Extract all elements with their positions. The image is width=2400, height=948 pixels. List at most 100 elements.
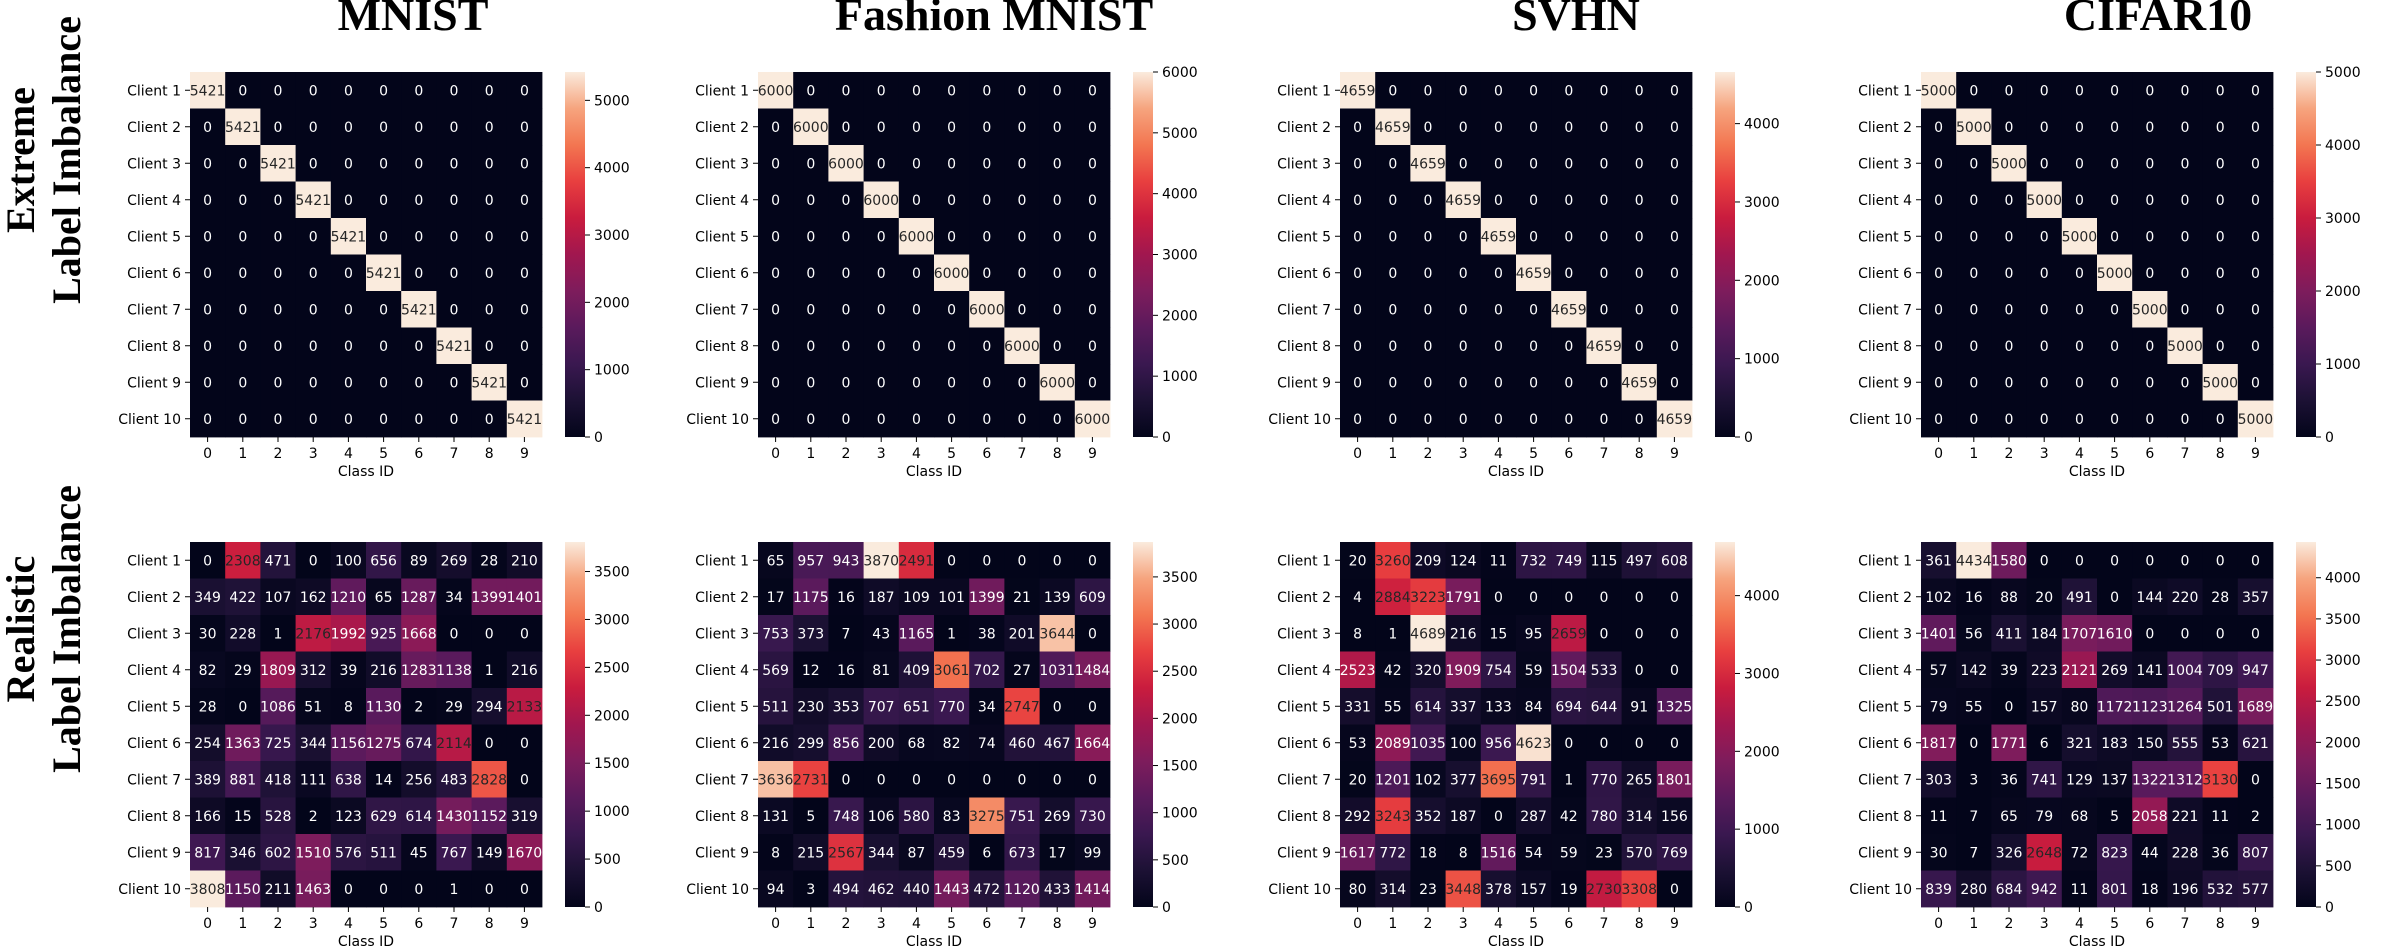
cell-value-label: 17 — [767, 590, 785, 606]
x-tick-label: 9 — [1088, 916, 1097, 932]
heatmap-cell — [1039, 145, 1076, 182]
y-tick-label: Client 1 — [127, 553, 181, 569]
heatmap-cell — [2097, 761, 2133, 798]
cell-value-label: 467 — [1044, 736, 1071, 752]
cell-value-label: 0 — [2251, 229, 2260, 245]
heatmap-cell — [1039, 218, 1076, 255]
heatmap-cell — [1551, 218, 1587, 255]
y-tick-label: Client 5 — [127, 699, 181, 715]
heatmap-cell — [2167, 327, 2203, 365]
heatmap-cell — [1375, 834, 1411, 871]
cell-value-label: 0 — [1600, 120, 1609, 136]
heatmap-cell — [1516, 400, 1552, 438]
cell-value-label: 4659 — [1410, 156, 1446, 172]
heatmap-cell — [366, 327, 402, 365]
cell-value-label: 0 — [1934, 266, 1943, 282]
heatmap-cell — [863, 688, 900, 725]
row-title-extreme-line2: Label Imbalance — [44, 16, 89, 304]
y-tick-label: Client 6 — [695, 266, 749, 282]
heatmap-cell — [969, 218, 1005, 255]
colorbar-tick-label: 5000 — [2325, 65, 2361, 81]
x-tick-label: 0 — [1934, 916, 1943, 932]
heatmap-cell — [1586, 181, 1622, 219]
heatmap-cell — [260, 291, 296, 328]
cell-value-label: 0 — [238, 699, 247, 715]
cell-value-label: 0 — [520, 193, 529, 209]
cell-value-label: 0 — [1969, 302, 1978, 318]
heatmap-cell — [758, 870, 794, 908]
heatmap-cell — [1039, 327, 1076, 365]
cell-value-label: 0 — [1670, 339, 1679, 355]
heatmap-cell — [2097, 254, 2133, 292]
cell-value-label: 0 — [1388, 266, 1397, 282]
heatmap-cell — [506, 870, 543, 908]
cell-value-label: 0 — [2005, 699, 2014, 715]
heatmap-cell — [1074, 400, 1111, 438]
heatmap-cell — [1410, 688, 1446, 725]
heatmap-cell — [1445, 291, 1482, 328]
heatmap-cell — [190, 542, 226, 579]
heatmap-cell — [1956, 327, 1992, 365]
cell-value-label: 137 — [2101, 772, 2128, 788]
colorbar — [2296, 72, 2316, 437]
cell-value-label: 0 — [450, 302, 459, 318]
heatmap-cell — [190, 254, 226, 292]
heatmap-cell — [1445, 254, 1482, 292]
heatmap-cell — [934, 724, 970, 762]
x-tick-label: 6 — [414, 446, 423, 462]
cell-value-label: 0 — [982, 156, 991, 172]
cell-value-label: 0 — [1053, 302, 1062, 318]
heatmap-cell — [471, 834, 508, 871]
cell-value-label: 1401 — [507, 590, 543, 606]
heatmap-cell — [1410, 254, 1446, 292]
heatmap-cell — [1516, 364, 1552, 401]
x-tick-label: 1 — [238, 916, 247, 932]
heatmap-cell — [366, 578, 402, 616]
heatmap-cell — [898, 364, 935, 401]
heatmap-cell — [1621, 291, 1658, 328]
heatmap-cell — [225, 72, 261, 109]
cell-value-label: 0 — [485, 229, 494, 245]
heatmap-cell — [366, 181, 402, 219]
cell-value-label: 5000 — [2097, 266, 2133, 282]
cell-value-label: 0 — [274, 339, 283, 355]
heatmap-cell — [969, 72, 1005, 109]
heatmap-cell — [471, 72, 508, 109]
cell-value-label: 2567 — [828, 845, 864, 861]
heatmap-cell — [1375, 291, 1411, 328]
cell-value-label: 15 — [234, 809, 252, 825]
cell-value-label: 65 — [375, 590, 393, 606]
heatmap-cell — [1551, 651, 1587, 689]
cell-value-label: 187 — [1450, 809, 1477, 825]
heatmap-cell — [436, 145, 472, 182]
cell-value-label: 730 — [1079, 809, 1106, 825]
heatmap-cell — [1656, 651, 1693, 689]
cell-value-label: 254 — [194, 736, 221, 752]
x-tick-label: 1 — [1388, 446, 1397, 462]
heatmap-cell — [225, 688, 261, 725]
heatmap-cell — [1375, 761, 1411, 798]
cell-value-label: 0 — [450, 266, 459, 282]
cell-value-label: 124 — [1450, 553, 1477, 569]
cell-value-label: 0 — [2075, 193, 2084, 209]
cell-value-label: 0 — [2251, 120, 2260, 136]
cell-value-label: 748 — [833, 809, 860, 825]
heatmap-cell — [2237, 542, 2274, 579]
heatmap-cell — [758, 327, 794, 365]
heatmap-cell — [863, 400, 900, 438]
cell-value-label: 0 — [520, 156, 529, 172]
cell-value-label: 0 — [2075, 83, 2084, 99]
cell-value-label: 0 — [238, 193, 247, 209]
colorbar — [2296, 542, 2316, 907]
heatmap-cell — [934, 145, 970, 182]
cell-value-label: 6 — [2040, 736, 2049, 752]
x-tick-label: 5 — [379, 446, 388, 462]
cell-value-label: 533 — [1591, 663, 1618, 679]
heatmap-cell — [295, 797, 332, 835]
cell-value-label: 0 — [1635, 590, 1644, 606]
heatmap-cell — [1956, 688, 1992, 725]
cell-value-label: 0 — [912, 412, 921, 428]
heatmap-cell — [1956, 181, 1992, 219]
cell-value-label: 1791 — [1445, 590, 1481, 606]
